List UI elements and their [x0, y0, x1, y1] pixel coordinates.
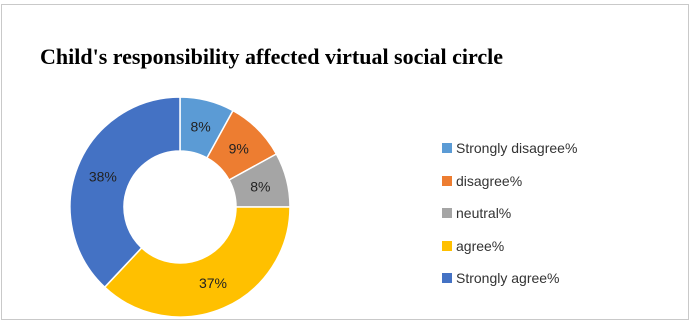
legend-item-disagree: disagree%: [442, 171, 577, 191]
legend-label-strongly-disagree: Strongly disagree%: [456, 140, 578, 156]
legend-swatch-strongly-agree: [442, 273, 452, 283]
legend-swatch-disagree: [442, 175, 452, 186]
legend-label-agree: agree%: [456, 237, 505, 254]
legend-item-strongly-agree: Strongly agree%: [442, 268, 577, 288]
data-label-agree: 37%: [199, 275, 227, 291]
data-label-disagree: 9%: [229, 140, 249, 156]
slice-strongly-agree: [69, 96, 181, 289]
legend: Strongly disagree% disagree% neutral% ag…: [442, 138, 577, 301]
legend-swatch-agree: [442, 240, 452, 251]
legend-swatch-neutral: [442, 208, 452, 218]
chart-title: Child's responsibility affected virtual …: [40, 44, 503, 69]
legend-label-disagree: disagree%: [456, 172, 523, 189]
data-label-strongly-agree: 38%: [89, 168, 117, 184]
legend-item-agree: agree%: [442, 236, 577, 256]
data-label-strongly-disagree: 8%: [191, 119, 211, 135]
legend-label-strongly-agree: Strongly agree%: [456, 270, 560, 286]
legend-item-neutral: neutral%: [442, 203, 577, 223]
legend-label-neutral: neutral%: [456, 205, 512, 221]
legend-swatch-strongly-disagree: [442, 143, 452, 153]
legend-item-strongly-disagree: Strongly disagree%: [442, 138, 577, 158]
data-label-neutral: 8%: [250, 178, 270, 194]
slice-agree: [103, 206, 291, 318]
